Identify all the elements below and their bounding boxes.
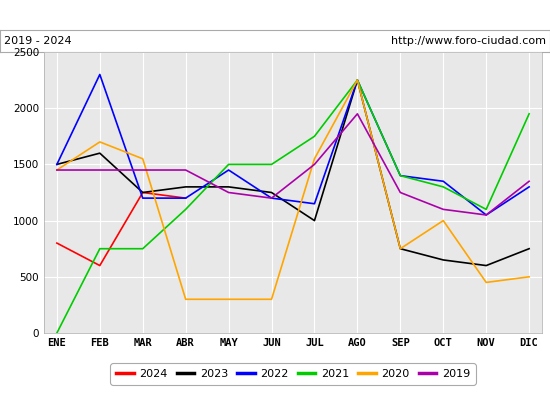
Text: http://www.foro-ciudad.com: http://www.foro-ciudad.com xyxy=(390,36,546,46)
Text: 2019 - 2024: 2019 - 2024 xyxy=(4,36,72,46)
Text: Evolucion Nº Turistas Nacionales en el municipio de Lles de Cerdanya: Evolucion Nº Turistas Nacionales en el m… xyxy=(3,8,547,22)
Legend: 2024, 2023, 2022, 2021, 2020, 2019: 2024, 2023, 2022, 2021, 2020, 2019 xyxy=(111,364,476,384)
